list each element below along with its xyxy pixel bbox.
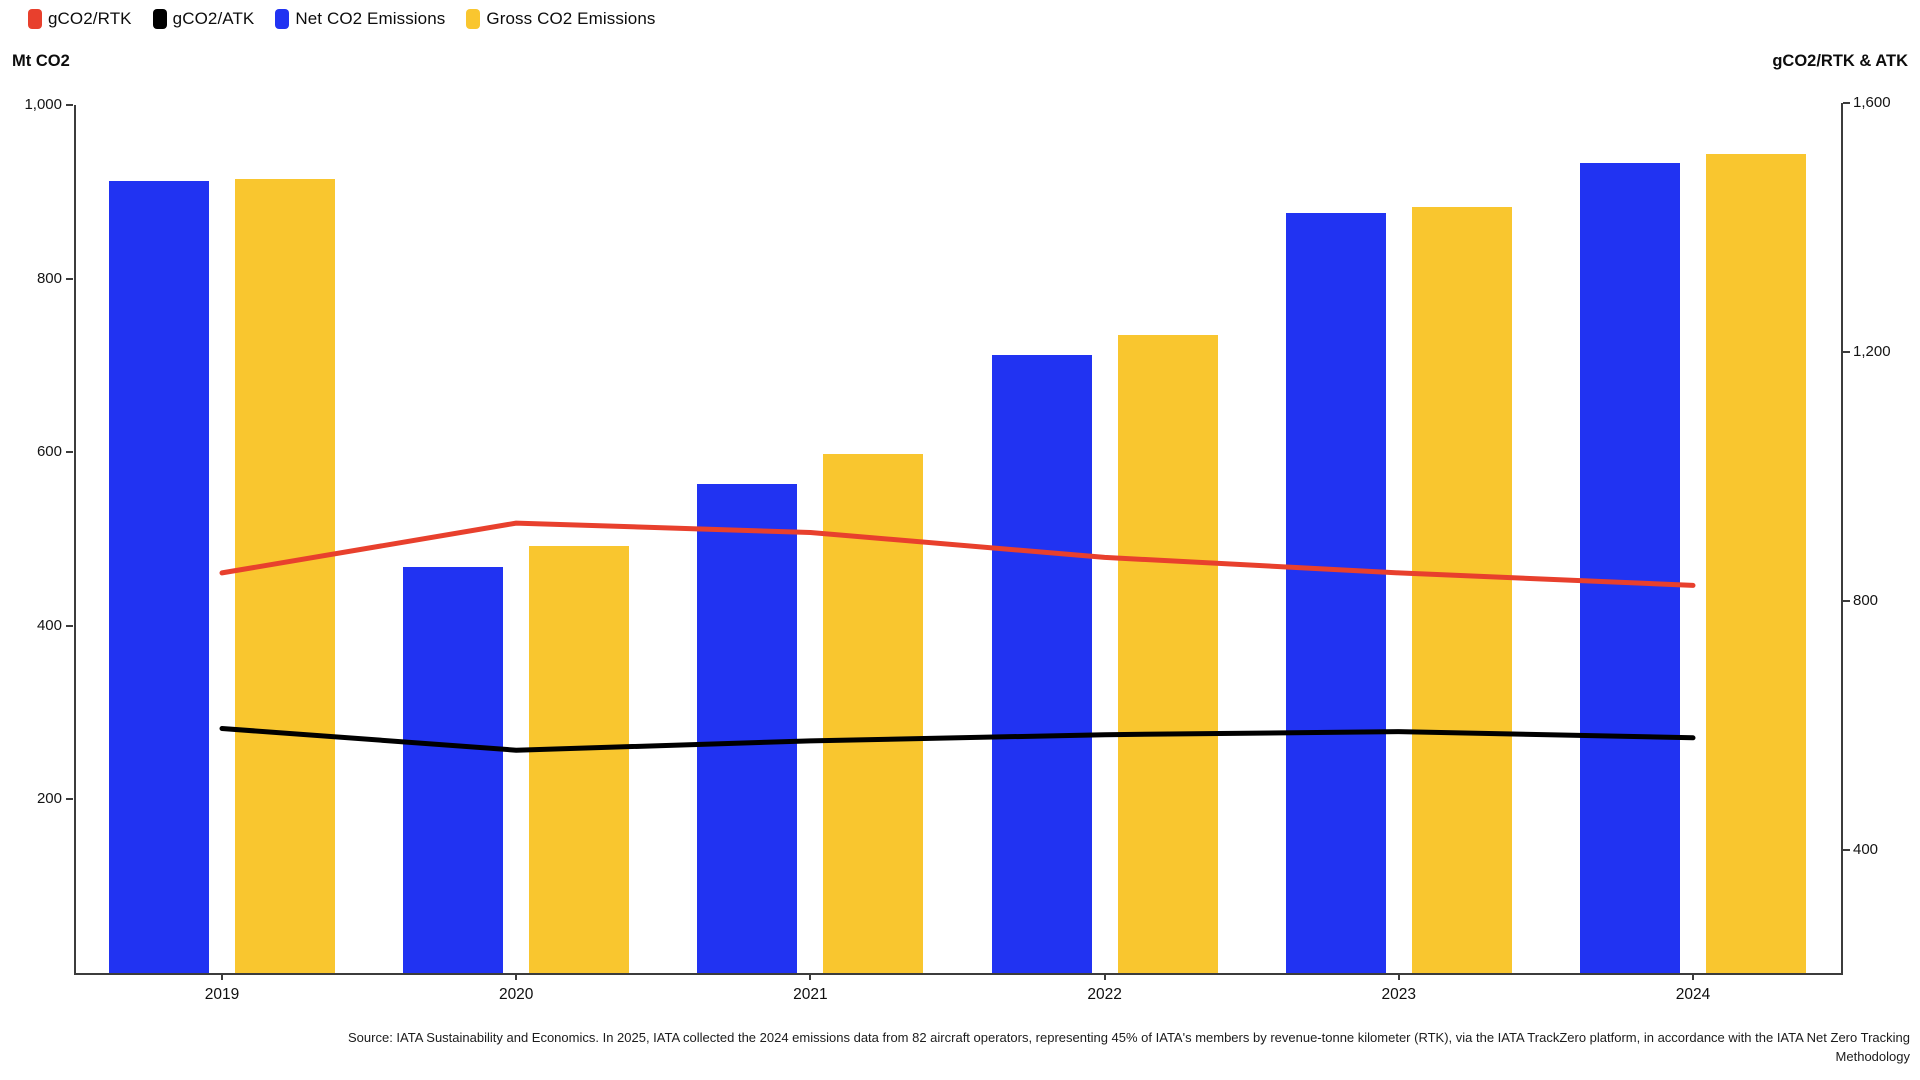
bar-net-co2-emissions-2023 [1285,212,1386,973]
right-axis-line [1841,103,1843,973]
left-axis-tick-label: 400 [36,616,62,634]
left-axis-tick-label: 800 [36,269,62,287]
tick-mark [1843,102,1850,105]
left-axis-title: Mt CO2 [12,52,70,70]
x-axis-label-2019: 2019 [204,986,240,1003]
source-note: Source: IATA Sustainability and Economic… [20,1029,1910,1067]
left-axis-tick-label: 1,000 [24,96,62,113]
plot-area [74,103,1843,975]
x-axis-label-2023: 2023 [1381,986,1417,1003]
bar-net-co2-emissions-2024 [1580,163,1680,973]
x-axis-label-2024: 2024 [1675,986,1711,1003]
legend-label: Gross CO2 Emissions [486,9,656,28]
right-axis-tick-label: 400 [1853,840,1879,858]
tick-mark [1843,599,1850,602]
legend-item-gross-co2-emissions[interactable]: Gross CO2 Emissions [466,9,655,29]
right-axis-tick-labels: 1,600 1,200 800 400 [1853,0,1919,1080]
tick-mark [1103,973,1106,980]
tick-mark [66,104,73,106]
legend-label: Net CO2 Emissions [295,9,446,28]
left-axis-line [74,105,76,973]
legend-item-gco2-atk[interactable]: gCO2/ATK [152,9,255,29]
right-axis-tick-label: 1,600 [1853,94,1891,112]
bar-net-co2-emissions-2021 [697,484,798,973]
tick-mark [1692,973,1694,980]
tick-mark [1843,848,1850,851]
bar-gross-co2-emissions-2020 [529,545,630,973]
right-axis-tick-label: 1,200 [1853,343,1891,361]
x-axis-label-2021: 2021 [793,986,828,1003]
left-axis-tick-label: 200 [36,790,62,808]
line-layer [219,520,1696,753]
legend-label: gCO2/ATK [172,9,255,28]
bar-net-co2-emissions-2020 [403,566,504,973]
bar-gross-co2-emissions-2022 [1117,335,1218,973]
right-axis-title: gCO2/RTK & ATK [1772,52,1908,70]
gco2-atk-line [219,726,1696,753]
bar-gross-co2-emissions-2019 [235,178,335,973]
right-axis-tick-label: 800 [1853,591,1879,609]
legend-item-net-co2-emissions[interactable]: Net CO2 Emissions [275,9,445,29]
bar-net-co2-emissions-2022 [991,354,1092,973]
tick-mark [809,973,812,980]
gco2-rtk-line [219,520,1696,588]
legend-swatch-icon [28,9,42,29]
left-axis-tick-labels: 1,000 800 600 400 200 [0,0,62,1080]
tick-mark [515,973,518,980]
bar-net-co2-emissions-2019 [109,180,209,973]
source-note-line2: Methodology [1835,1048,1910,1064]
legend-swatch-icon [275,9,290,29]
legend-swatch-icon [152,9,167,29]
tick-mark [66,798,73,801]
source-note-line1: Source: IATA Sustainability and Economic… [348,1030,1910,1045]
x-axis-line [74,973,1843,975]
bar-gross-co2-emissions-2023 [1411,206,1512,973]
tick-mark [1397,973,1400,980]
left-axis-tick-label: 600 [36,443,62,461]
legend-swatch-icon [466,9,481,29]
legend-label: gCO2/RTK [48,9,132,28]
tick-mark [66,624,73,627]
x-axis-label-2022: 2022 [1087,986,1122,1003]
tick-mark [66,277,73,280]
tick-mark [1843,351,1850,354]
tick-mark [221,973,223,980]
bar-gross-co2-emissions-2024 [1706,153,1806,973]
legend: gCO2/RTK gCO2/ATK Net CO2 Emissions Gross C… [28,9,656,29]
x-axis-label-2020: 2020 [498,986,534,1003]
tick-mark [66,451,73,454]
legend-item-gco2-rtk[interactable]: gCO2/RTK [28,9,132,29]
